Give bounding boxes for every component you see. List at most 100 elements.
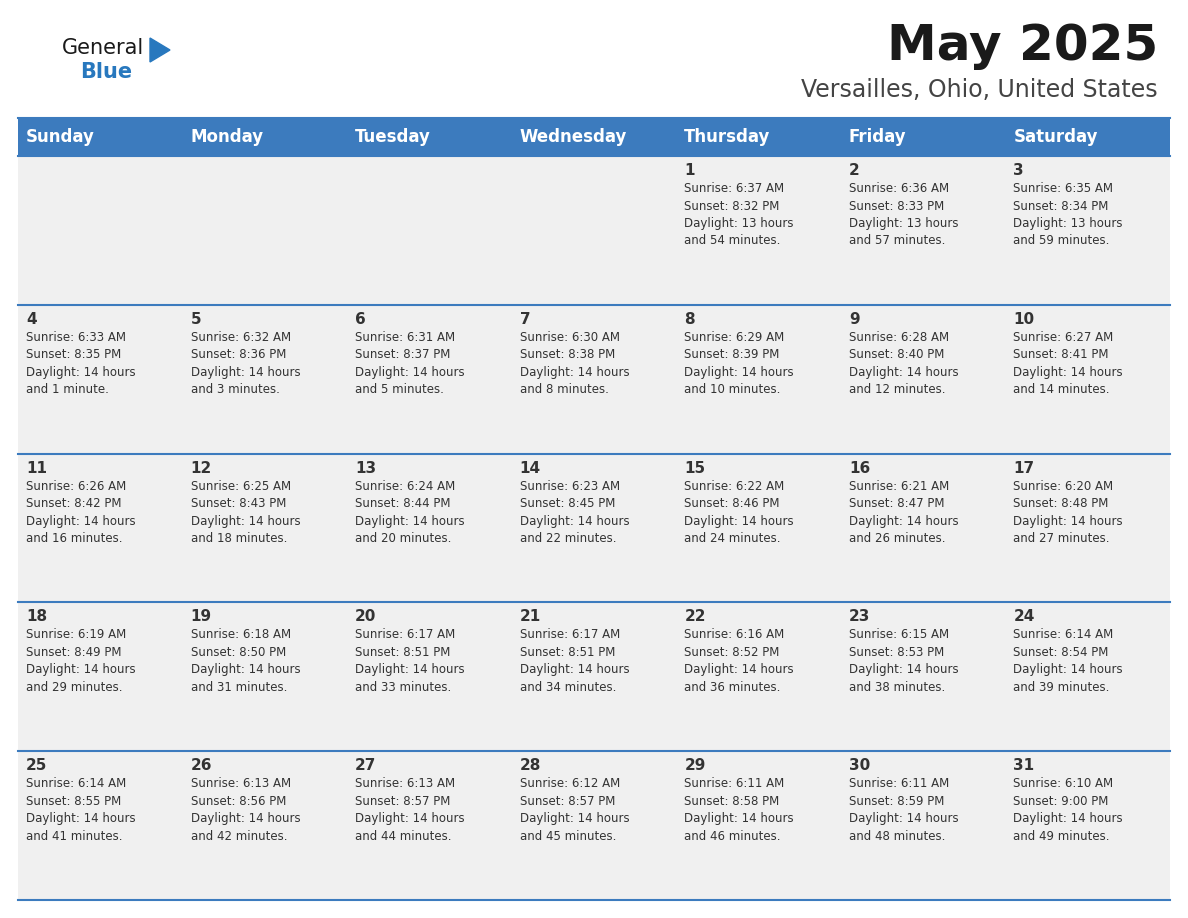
Text: Sunrise: 6:15 AM
Sunset: 8:53 PM
Daylight: 14 hours
and 38 minutes.: Sunrise: 6:15 AM Sunset: 8:53 PM Dayligh…	[849, 629, 959, 694]
Text: Sunrise: 6:27 AM
Sunset: 8:41 PM
Daylight: 14 hours
and 14 minutes.: Sunrise: 6:27 AM Sunset: 8:41 PM Dayligh…	[1013, 330, 1123, 397]
Bar	[841, 602, 1005, 751]
Text: May 2025: May 2025	[886, 22, 1158, 70]
Text: Sunrise: 6:30 AM
Sunset: 8:38 PM
Daylight: 14 hours
and 8 minutes.: Sunrise: 6:30 AM Sunset: 8:38 PM Dayligh…	[519, 330, 630, 397]
Text: Sunrise: 6:14 AM
Sunset: 8:55 PM
Daylight: 14 hours
and 41 minutes.: Sunrise: 6:14 AM Sunset: 8:55 PM Dayligh…	[26, 778, 135, 843]
Text: 12: 12	[190, 461, 211, 476]
Text: 13: 13	[355, 461, 377, 476]
Text: Sunday: Sunday	[26, 128, 95, 146]
Text: Monday: Monday	[190, 128, 264, 146]
Bar	[1005, 156, 1170, 305]
Text: 21: 21	[519, 610, 541, 624]
Bar	[18, 602, 183, 751]
Bar	[512, 602, 676, 751]
Text: Saturday: Saturday	[1013, 128, 1098, 146]
Bar	[347, 453, 512, 602]
Text: Sunrise: 6:26 AM
Sunset: 8:42 PM
Daylight: 14 hours
and 16 minutes.: Sunrise: 6:26 AM Sunset: 8:42 PM Dayligh…	[26, 479, 135, 545]
Text: 23: 23	[849, 610, 871, 624]
Bar	[18, 751, 183, 900]
Text: 14: 14	[519, 461, 541, 476]
Text: Versailles, Ohio, United States: Versailles, Ohio, United States	[802, 78, 1158, 102]
Text: 16: 16	[849, 461, 870, 476]
Bar	[183, 156, 347, 305]
Text: Sunrise: 6:13 AM
Sunset: 8:57 PM
Daylight: 14 hours
and 44 minutes.: Sunrise: 6:13 AM Sunset: 8:57 PM Dayligh…	[355, 778, 465, 843]
Text: 28: 28	[519, 758, 541, 773]
Bar	[183, 453, 347, 602]
Text: Sunrise: 6:12 AM
Sunset: 8:57 PM
Daylight: 14 hours
and 45 minutes.: Sunrise: 6:12 AM Sunset: 8:57 PM Dayligh…	[519, 778, 630, 843]
Text: Sunrise: 6:37 AM
Sunset: 8:32 PM
Daylight: 13 hours
and 54 minutes.: Sunrise: 6:37 AM Sunset: 8:32 PM Dayligh…	[684, 182, 794, 248]
Text: Blue: Blue	[80, 62, 132, 82]
Bar	[512, 751, 676, 900]
Text: 24: 24	[1013, 610, 1035, 624]
Text: 25: 25	[26, 758, 48, 773]
Text: Sunrise: 6:33 AM
Sunset: 8:35 PM
Daylight: 14 hours
and 1 minute.: Sunrise: 6:33 AM Sunset: 8:35 PM Dayligh…	[26, 330, 135, 397]
Text: Sunrise: 6:10 AM
Sunset: 9:00 PM
Daylight: 14 hours
and 49 minutes.: Sunrise: 6:10 AM Sunset: 9:00 PM Dayligh…	[1013, 778, 1123, 843]
Text: Sunrise: 6:16 AM
Sunset: 8:52 PM
Daylight: 14 hours
and 36 minutes.: Sunrise: 6:16 AM Sunset: 8:52 PM Dayligh…	[684, 629, 794, 694]
Text: Sunrise: 6:32 AM
Sunset: 8:36 PM
Daylight: 14 hours
and 3 minutes.: Sunrise: 6:32 AM Sunset: 8:36 PM Dayligh…	[190, 330, 301, 397]
Text: Sunrise: 6:11 AM
Sunset: 8:58 PM
Daylight: 14 hours
and 46 minutes.: Sunrise: 6:11 AM Sunset: 8:58 PM Dayligh…	[684, 778, 794, 843]
Text: 7: 7	[519, 312, 530, 327]
Bar	[676, 602, 841, 751]
Bar	[841, 156, 1005, 305]
Bar	[18, 305, 183, 453]
Text: 27: 27	[355, 758, 377, 773]
Text: Sunrise: 6:24 AM
Sunset: 8:44 PM
Daylight: 14 hours
and 20 minutes.: Sunrise: 6:24 AM Sunset: 8:44 PM Dayligh…	[355, 479, 465, 545]
Bar	[512, 305, 676, 453]
Text: Sunrise: 6:36 AM
Sunset: 8:33 PM
Daylight: 13 hours
and 57 minutes.: Sunrise: 6:36 AM Sunset: 8:33 PM Dayligh…	[849, 182, 959, 248]
Text: 8: 8	[684, 312, 695, 327]
Text: General: General	[62, 38, 144, 58]
Text: 1: 1	[684, 163, 695, 178]
Bar	[347, 751, 512, 900]
Text: 4: 4	[26, 312, 37, 327]
Bar	[676, 305, 841, 453]
Text: Sunrise: 6:20 AM
Sunset: 8:48 PM
Daylight: 14 hours
and 27 minutes.: Sunrise: 6:20 AM Sunset: 8:48 PM Dayligh…	[1013, 479, 1123, 545]
Bar	[183, 751, 347, 900]
Bar	[18, 118, 1170, 156]
Text: Sunrise: 6:35 AM
Sunset: 8:34 PM
Daylight: 13 hours
and 59 minutes.: Sunrise: 6:35 AM Sunset: 8:34 PM Dayligh…	[1013, 182, 1123, 248]
Text: 29: 29	[684, 758, 706, 773]
Text: 11: 11	[26, 461, 48, 476]
Text: Sunrise: 6:13 AM
Sunset: 8:56 PM
Daylight: 14 hours
and 42 minutes.: Sunrise: 6:13 AM Sunset: 8:56 PM Dayligh…	[190, 778, 301, 843]
Text: Sunrise: 6:17 AM
Sunset: 8:51 PM
Daylight: 14 hours
and 34 minutes.: Sunrise: 6:17 AM Sunset: 8:51 PM Dayligh…	[519, 629, 630, 694]
Bar	[676, 751, 841, 900]
Text: Sunrise: 6:23 AM
Sunset: 8:45 PM
Daylight: 14 hours
and 22 minutes.: Sunrise: 6:23 AM Sunset: 8:45 PM Dayligh…	[519, 479, 630, 545]
Polygon shape	[150, 38, 170, 62]
Text: Sunrise: 6:28 AM
Sunset: 8:40 PM
Daylight: 14 hours
and 12 minutes.: Sunrise: 6:28 AM Sunset: 8:40 PM Dayligh…	[849, 330, 959, 397]
Bar	[1005, 751, 1170, 900]
Text: Sunrise: 6:18 AM
Sunset: 8:50 PM
Daylight: 14 hours
and 31 minutes.: Sunrise: 6:18 AM Sunset: 8:50 PM Dayligh…	[190, 629, 301, 694]
Text: Wednesday: Wednesday	[519, 128, 627, 146]
Bar	[347, 305, 512, 453]
Bar	[1005, 305, 1170, 453]
Bar	[1005, 602, 1170, 751]
Text: Friday: Friday	[849, 128, 906, 146]
Bar	[841, 305, 1005, 453]
Text: Thursday: Thursday	[684, 128, 771, 146]
Bar	[512, 453, 676, 602]
Text: 5: 5	[190, 312, 201, 327]
Text: Tuesday: Tuesday	[355, 128, 431, 146]
Text: 2: 2	[849, 163, 860, 178]
Text: 15: 15	[684, 461, 706, 476]
Text: Sunrise: 6:22 AM
Sunset: 8:46 PM
Daylight: 14 hours
and 24 minutes.: Sunrise: 6:22 AM Sunset: 8:46 PM Dayligh…	[684, 479, 794, 545]
Bar	[18, 453, 183, 602]
Text: 19: 19	[190, 610, 211, 624]
Bar	[183, 602, 347, 751]
Text: 9: 9	[849, 312, 859, 327]
Bar	[18, 156, 183, 305]
Text: 30: 30	[849, 758, 870, 773]
Text: 26: 26	[190, 758, 213, 773]
Text: Sunrise: 6:14 AM
Sunset: 8:54 PM
Daylight: 14 hours
and 39 minutes.: Sunrise: 6:14 AM Sunset: 8:54 PM Dayligh…	[1013, 629, 1123, 694]
Bar	[676, 453, 841, 602]
Text: 3: 3	[1013, 163, 1024, 178]
Text: Sunrise: 6:29 AM
Sunset: 8:39 PM
Daylight: 14 hours
and 10 minutes.: Sunrise: 6:29 AM Sunset: 8:39 PM Dayligh…	[684, 330, 794, 397]
Text: 31: 31	[1013, 758, 1035, 773]
Text: Sunrise: 6:31 AM
Sunset: 8:37 PM
Daylight: 14 hours
and 5 minutes.: Sunrise: 6:31 AM Sunset: 8:37 PM Dayligh…	[355, 330, 465, 397]
Text: Sunrise: 6:17 AM
Sunset: 8:51 PM
Daylight: 14 hours
and 33 minutes.: Sunrise: 6:17 AM Sunset: 8:51 PM Dayligh…	[355, 629, 465, 694]
Text: 10: 10	[1013, 312, 1035, 327]
Bar	[1005, 453, 1170, 602]
Bar	[347, 156, 512, 305]
Text: 20: 20	[355, 610, 377, 624]
Text: Sunrise: 6:21 AM
Sunset: 8:47 PM
Daylight: 14 hours
and 26 minutes.: Sunrise: 6:21 AM Sunset: 8:47 PM Dayligh…	[849, 479, 959, 545]
Bar	[676, 156, 841, 305]
Text: 17: 17	[1013, 461, 1035, 476]
Bar	[512, 156, 676, 305]
